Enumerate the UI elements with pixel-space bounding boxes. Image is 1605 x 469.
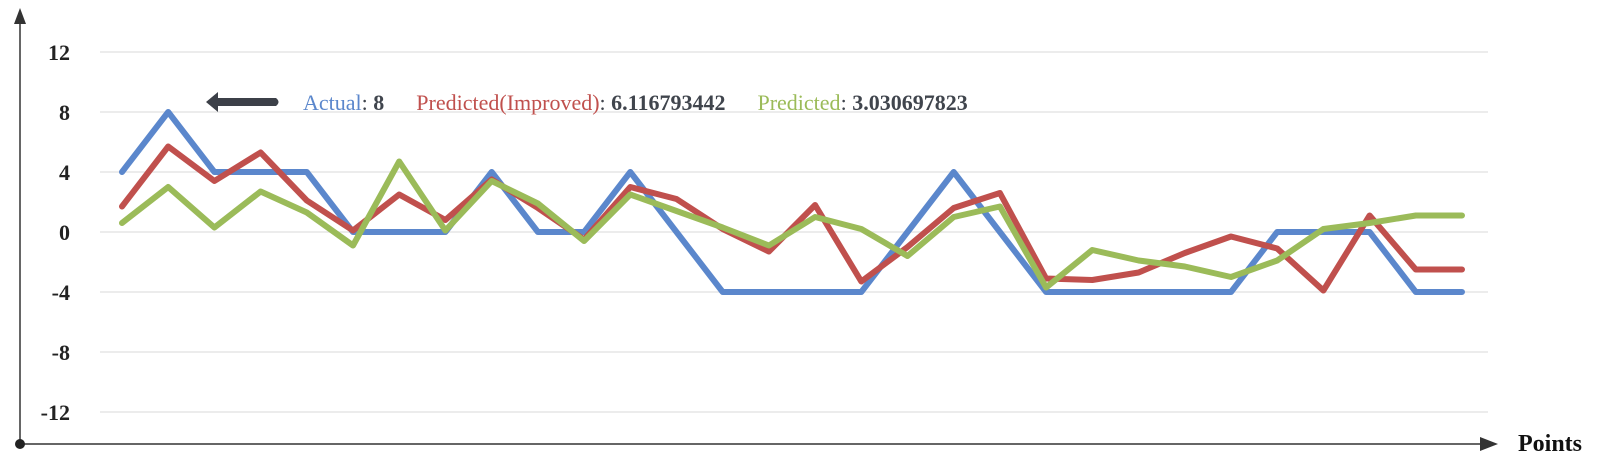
series-line-predicted: [119, 158, 1465, 291]
readout-value: 3.030697823: [852, 90, 968, 115]
y-tick-label: -8: [52, 340, 70, 365]
y-tick-label: 12: [48, 40, 70, 65]
axes: Points: [14, 8, 1582, 457]
readout-label: Predicted(Improved): [416, 90, 599, 115]
readout-label: Predicted: [757, 90, 840, 115]
axis-origin-dot: [15, 439, 25, 449]
y-tick-label: 8: [59, 100, 70, 125]
left-arrow-icon: [206, 92, 279, 112]
x-axis-title: Points: [1518, 431, 1582, 457]
readout-separator: :: [600, 90, 612, 115]
y-tick-labels: 12 8 4 0 -4 -8 -12: [41, 40, 70, 425]
y-tick-label: 4: [59, 160, 70, 185]
y-axis-arrowhead: [14, 8, 26, 24]
readout-value: 8: [373, 90, 384, 115]
readout-separator: :: [841, 90, 853, 115]
y-tick-label: 0: [59, 220, 70, 245]
hover-readout: Actual: 8 Predicted(Improved): 6.11679344…: [206, 90, 968, 115]
y-tick-label: -12: [41, 400, 70, 425]
x-axis-arrowhead: [1480, 437, 1498, 451]
readout-text: Actual: 8 Predicted(Improved): 6.11679344…: [303, 90, 968, 115]
readout-label: Actual: [303, 90, 362, 115]
readout-separator: :: [362, 90, 374, 115]
y-tick-label: -4: [52, 280, 70, 305]
series-lines: [119, 109, 1465, 295]
readout-value: 6.116793442: [611, 90, 725, 115]
